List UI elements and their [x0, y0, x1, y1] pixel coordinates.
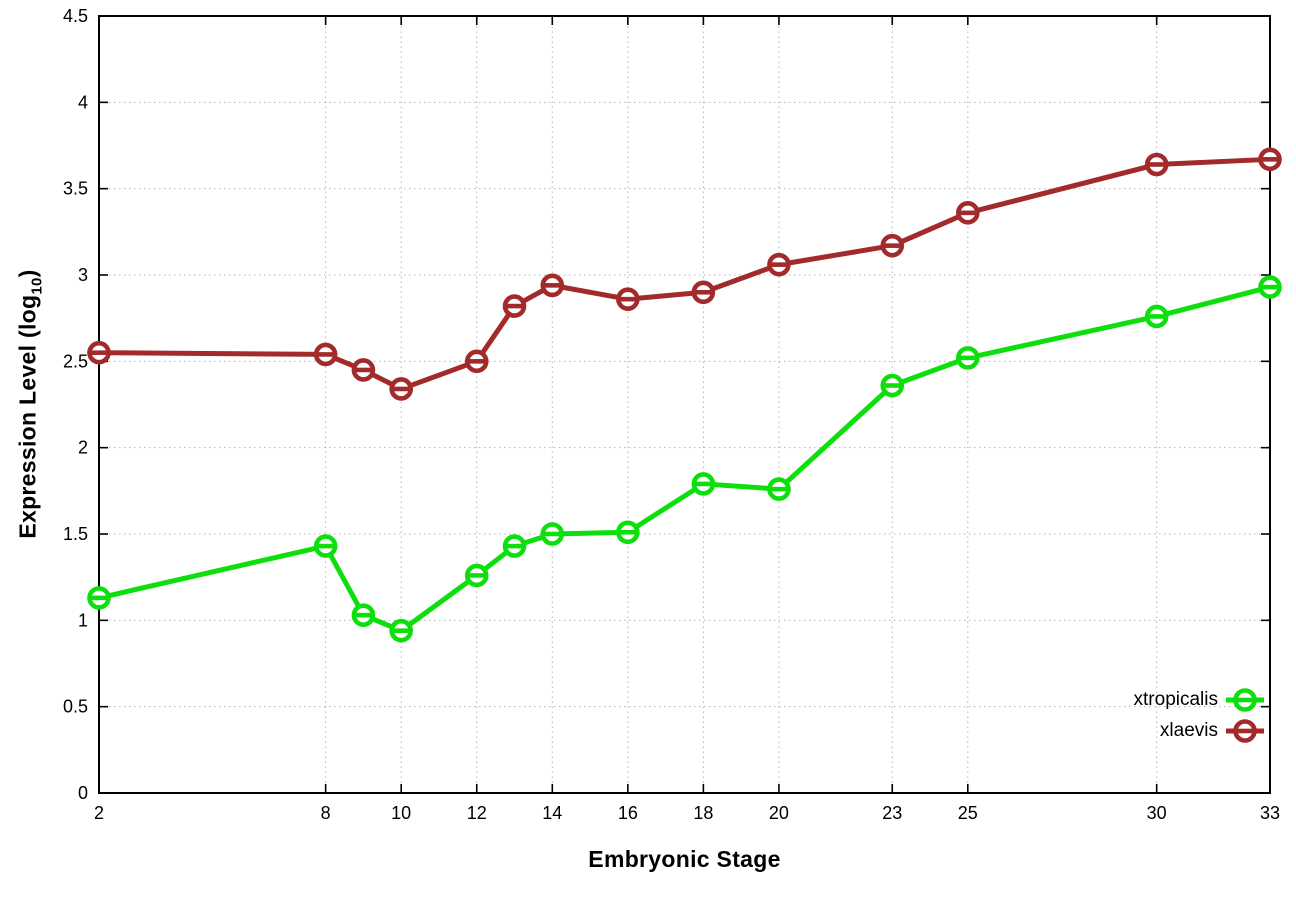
x-tick-label: 16	[618, 803, 638, 823]
legend-sample-xtropicalis	[1226, 688, 1264, 712]
y-tick-label: 0.5	[63, 697, 88, 717]
x-tick-label: 30	[1147, 803, 1167, 823]
x-tick-label: 12	[467, 803, 487, 823]
plot-border	[98, 15, 1271, 794]
series-xtropicalis	[87, 275, 1282, 643]
y-tick-label: 4.5	[63, 6, 88, 26]
y-tick-label: 4	[78, 92, 88, 112]
y-tick-label: 3.5	[63, 179, 88, 199]
x-tick-label: 23	[882, 803, 902, 823]
y-tick-label: 2.5	[63, 351, 88, 371]
x-tick-label: 33	[1260, 803, 1280, 823]
y-axis-title: Expression Level (log10)	[15, 269, 46, 538]
gridlines	[99, 15, 1271, 793]
x-tick-label: 18	[693, 803, 713, 823]
y-tick-label: 3	[78, 265, 88, 285]
series-line-xtropicalis	[98, 284, 1271, 634]
axis-ticks	[98, 15, 1271, 794]
x-tick-label: 8	[321, 803, 331, 823]
x-axis-title: Embryonic Stage	[588, 846, 781, 872]
series-xlaevis	[87, 147, 1282, 401]
y-tick-label: 0	[78, 783, 88, 803]
series-line-xlaevis	[98, 156, 1271, 392]
legend-label-xtropicalis: xtropicalis	[1133, 689, 1218, 710]
legend-sample-xlaevis	[1226, 719, 1264, 743]
x-tick-label: 20	[769, 803, 789, 823]
y-tick-label: 2	[78, 438, 88, 458]
x-tick-label: 25	[958, 803, 978, 823]
legend-label-xlaevis: xlaevis	[1159, 720, 1218, 741]
y-tick-label: 1.5	[63, 524, 88, 544]
x-tick-label: 10	[391, 803, 411, 823]
legend	[1226, 688, 1264, 743]
x-tick-label: 14	[542, 803, 562, 823]
tick-labels: 2 8 10 12 14 16 18 20 23 25 30 33 0 0.5 1 1.5 2 2.5 3 3.5 4 4…	[63, 6, 1280, 823]
y-tick-label: 1	[78, 610, 88, 630]
x-tick-label: 2	[94, 803, 104, 823]
y-axis-title-close: )	[14, 269, 41, 278]
y-axis-title-subscript: 10	[28, 277, 46, 295]
y-axis-title-text: Expression Level (log	[14, 294, 41, 539]
